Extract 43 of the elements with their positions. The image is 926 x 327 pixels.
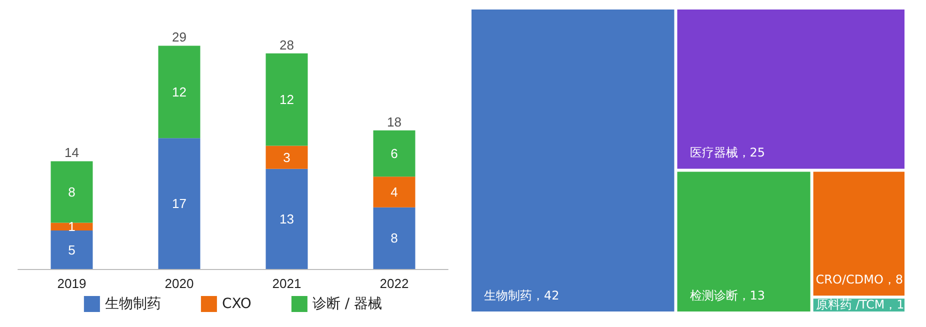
- data-label: 3: [283, 150, 290, 165]
- category-label: 医疗器械: [690, 146, 738, 160]
- bar: [50, 161, 93, 223]
- category-label: CRO/CDMO: [816, 272, 884, 287]
- data-label: 17: [172, 196, 186, 212]
- data-label: 12: [172, 84, 186, 100]
- category-label: 原料药 /TCM: [816, 298, 885, 312]
- total-label: 18: [387, 114, 402, 130]
- legend-label: CXO: [222, 296, 252, 312]
- data-label: ，8: [883, 272, 904, 287]
- x-tick-label: 2019: [57, 276, 86, 291]
- data-label: ，13: [738, 288, 766, 302]
- x-tick-label: 2022: [380, 276, 409, 291]
- legend-label: 生物制药: [104, 296, 161, 312]
- data-label: ，42: [532, 288, 560, 302]
- data-label: 12: [280, 92, 294, 108]
- data-label: 13: [280, 211, 294, 226]
- total-label: 29: [172, 30, 186, 45]
- bar: [158, 138, 200, 269]
- data-label: 6: [390, 146, 398, 161]
- data-label: 4: [390, 184, 398, 200]
- data-label: 8: [390, 230, 398, 246]
- data-label: 5: [68, 242, 76, 258]
- bar: [50, 230, 93, 269]
- bar: [266, 53, 308, 146]
- data-label: ，25: [738, 146, 766, 160]
- bar: [266, 168, 308, 269]
- total-label: 28: [280, 37, 294, 52]
- legend-label: 诊断 / 器械: [312, 296, 382, 312]
- x-tick-label: 2021: [272, 276, 302, 291]
- bar: [373, 130, 416, 177]
- category-label: 生物制药: [484, 288, 532, 302]
- total-label: 14: [64, 145, 79, 160]
- x-tick-label: 2020: [164, 276, 194, 291]
- data-label: ，1: [884, 298, 904, 312]
- bar: [373, 207, 416, 269]
- category-label: 检测诊断: [690, 288, 738, 302]
- data-label: 1: [68, 219, 76, 234]
- bar: [373, 176, 416, 208]
- data-label: 8: [68, 184, 76, 200]
- bar: [266, 146, 308, 169]
- bar: [158, 46, 200, 138]
- bar: [50, 222, 93, 230]
